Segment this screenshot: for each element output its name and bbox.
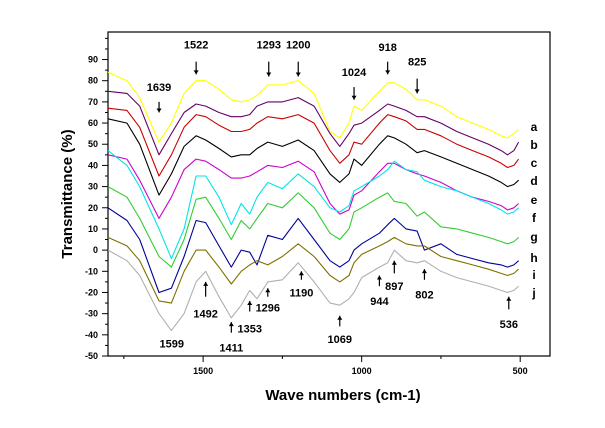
series-label-d: d [530, 174, 537, 188]
y-tick-label: 70 [88, 97, 98, 107]
series-label-f: f [532, 211, 537, 225]
arrow-head-icon [351, 95, 357, 100]
annotation-label: 802 [415, 290, 433, 302]
y-tick-label: -50 [85, 351, 98, 361]
arrow-head-icon [376, 275, 382, 280]
series-line-c [107, 107, 520, 177]
y-axis-title: Transmittance (%) [59, 129, 76, 258]
x-tick-label: 500 [513, 366, 528, 376]
annotation-label: 825 [408, 57, 426, 69]
arrow-head-icon [203, 281, 209, 286]
y-tick-label: 30 [88, 182, 98, 192]
annotation-label: 1599 [159, 338, 183, 350]
series-line-i [107, 236, 519, 304]
series-line-b [107, 90, 520, 156]
annotation-label: 1200 [286, 40, 310, 52]
y-tick-label: 80 [88, 76, 98, 86]
series-line-g [107, 186, 519, 268]
series-label-c: c [531, 156, 538, 170]
arrow-head-icon [247, 300, 253, 305]
annotation-label: 1069 [328, 334, 352, 346]
x-axis: 1500 1000 500 [123, 356, 528, 376]
series-line-d [107, 118, 519, 196]
series-label-a: a [531, 120, 538, 134]
annotation-label: 536 [500, 319, 518, 331]
arrow-head-icon [265, 288, 271, 293]
arrow-head-icon [156, 108, 162, 113]
y-tick-label: 90 [88, 55, 98, 65]
annotation-label: 1353 [237, 323, 261, 335]
annotation-label: 897 [385, 281, 403, 293]
y-axis: -50 -40 -30 -20 -10 0 10 20 30 40 50 60 70 80 90 [85, 37, 108, 361]
arrow-head-icon [421, 269, 427, 274]
series-group [107, 71, 520, 332]
y-tick-label: 10 [88, 224, 98, 234]
y-tick-label: -40 [85, 330, 98, 340]
annotation-label: 1024 [342, 67, 367, 79]
annotation-label: 1522 [184, 40, 208, 52]
annotation-label: 1293 [257, 40, 281, 52]
y-tick-label: 0 [93, 245, 98, 255]
arrow-head-icon [295, 72, 301, 77]
series-label-i: i [532, 268, 535, 282]
y-tick-label: 50 [88, 139, 98, 149]
y-tick-label: -10 [85, 266, 98, 276]
y-tick-label: -30 [85, 309, 98, 319]
series-label-e: e [531, 193, 538, 207]
arrow-head-icon [228, 322, 234, 327]
arrow-head-icon [298, 271, 304, 276]
arrow-head-icon [266, 72, 272, 77]
y-tick-label: 40 [88, 160, 98, 170]
arrow-head-icon [193, 70, 199, 75]
x-axis-title: Wave numbers (cm-1) [265, 387, 420, 404]
series-label-j: j [531, 286, 535, 300]
series-label-g: g [530, 230, 537, 244]
y-tick-label: -20 [85, 287, 98, 297]
series-line-f [107, 150, 519, 260]
x-tick-label: 1500 [193, 366, 213, 376]
annotation-label: 918 [378, 42, 396, 54]
series-line-h [107, 207, 519, 294]
arrow-head-icon [337, 315, 343, 320]
arrow-head-icon [391, 260, 397, 265]
y-tick-label: 20 [88, 203, 98, 213]
series-line-a [107, 71, 519, 143]
arrow-head-icon [506, 296, 512, 301]
series-label-h: h [530, 251, 537, 265]
annotation-label: 1296 [256, 302, 280, 314]
series-label-b: b [530, 138, 537, 152]
plot-frame [107, 31, 551, 357]
annotation-label: 1639 [147, 82, 171, 94]
annotation-label: 944 [370, 296, 389, 308]
arrow-head-icon [414, 89, 420, 94]
peak-annotations: 1639 1522 1293 1200 1024 918 825 1599 1492 1411 13… [147, 40, 518, 355]
annotation-label: 1190 [289, 287, 313, 299]
x-tick-label: 1000 [352, 366, 372, 376]
y-tick-label: 60 [88, 118, 98, 128]
annotation-label: 1411 [219, 343, 243, 355]
series-line-j [107, 249, 519, 332]
annotation-label: 1492 [193, 309, 217, 321]
arrow-head-icon [385, 70, 391, 75]
